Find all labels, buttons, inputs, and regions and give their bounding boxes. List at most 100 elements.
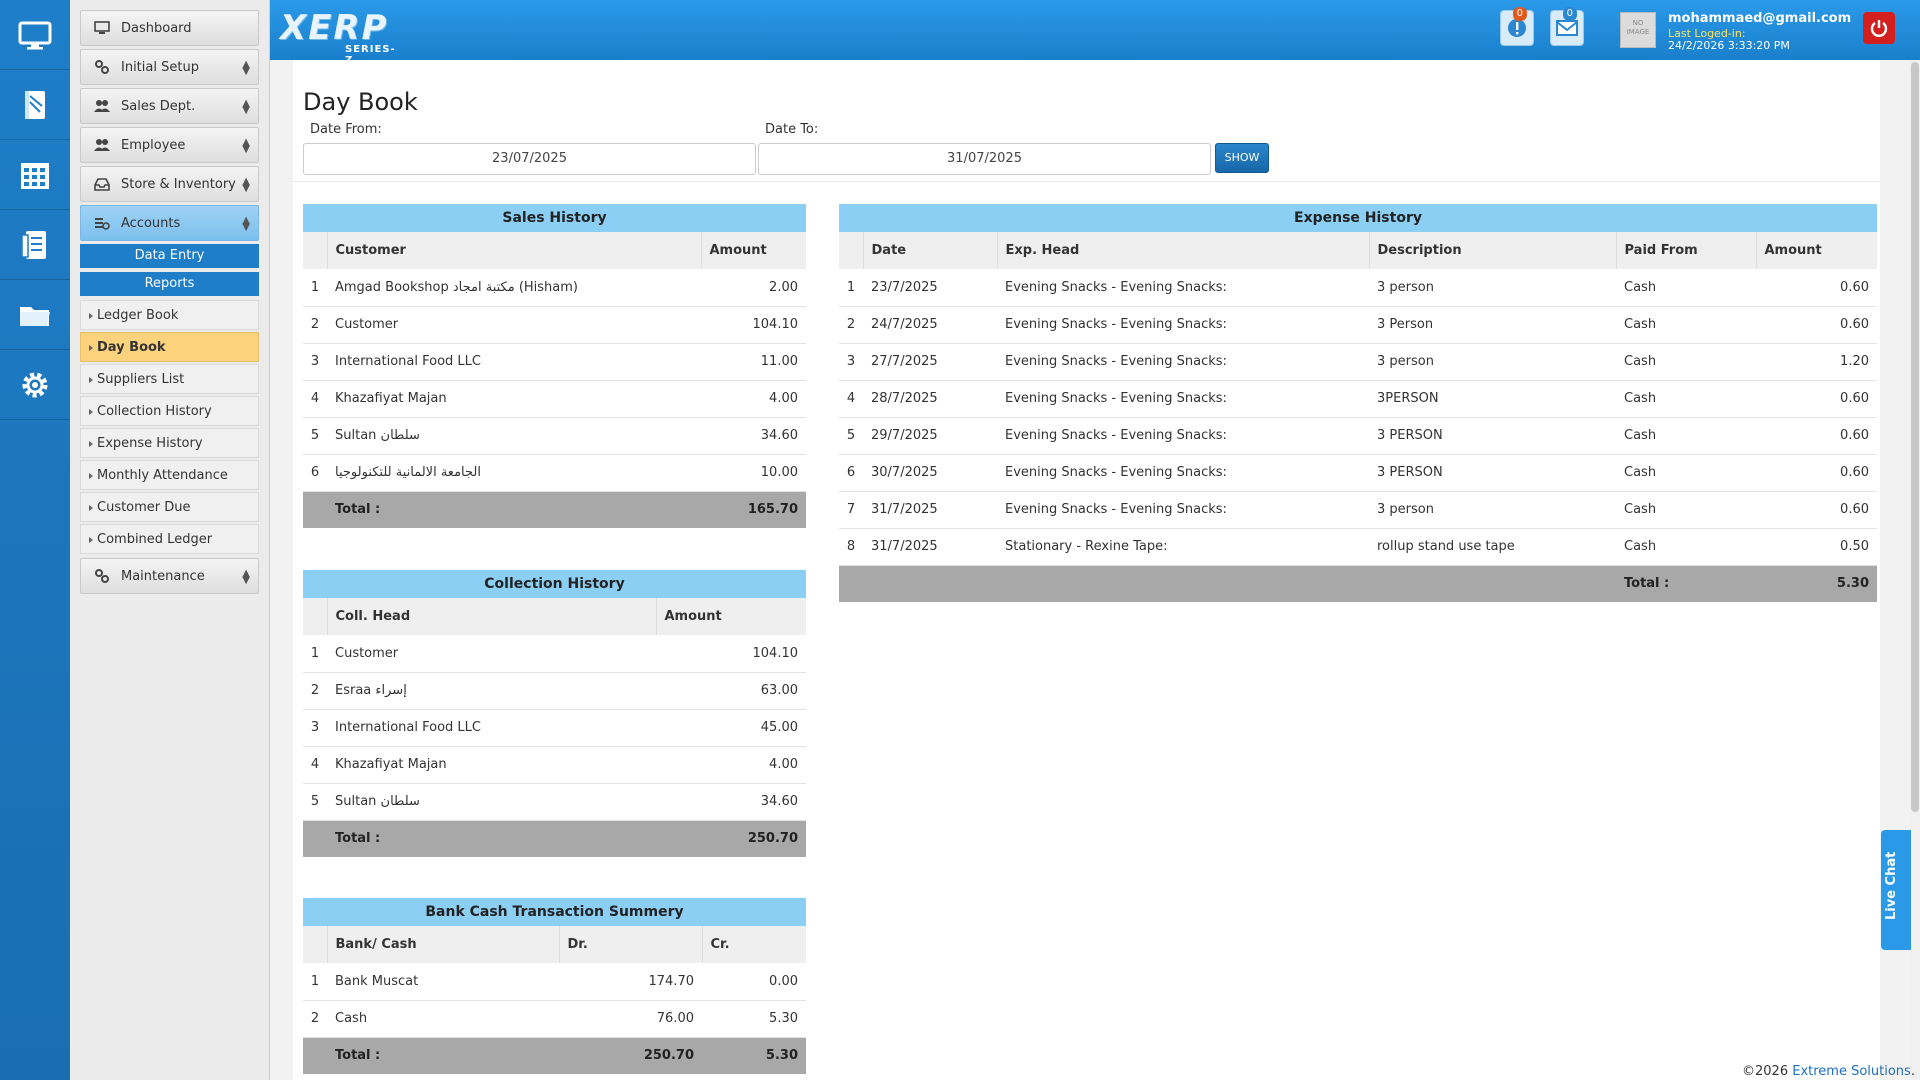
table-row[interactable]: 8 31/7/2025 Stationary - Rexine Tape: rollu… xyxy=(839,528,1877,566)
table-cell: 0.60 xyxy=(1756,417,1877,455)
table-cell xyxy=(839,565,863,602)
power-icon xyxy=(1870,20,1888,37)
sort-caret-icon: ▲ ▼ xyxy=(242,215,250,233)
table-row[interactable]: 2 Customer 104.10 xyxy=(303,306,806,344)
column-header-index xyxy=(303,926,328,963)
table-row[interactable]: 2 Esraa إسراء 63.00 xyxy=(303,672,806,710)
menu-accounts[interactable]: Accounts ▲ ▼ xyxy=(80,205,259,241)
menu-sales-dept[interactable]: Sales Dept. ▲ ▼ xyxy=(80,88,259,124)
table-row[interactable]: 3 International Food LLC 11.00 xyxy=(303,343,806,381)
table-row[interactable]: 2 24/7/2025 Evening Snacks - Evening Snack… xyxy=(839,306,1877,344)
table-row[interactable]: 2 Cash 76.00 5.30 xyxy=(303,1000,806,1038)
table-row[interactable]: 7 31/7/2025 Evening Snacks - Evening Snack… xyxy=(839,491,1877,529)
sort-caret-icon: ▲ ▼ xyxy=(242,568,250,586)
table-cell xyxy=(303,1037,327,1074)
row-index: 6 xyxy=(303,454,327,492)
row-index: 2 xyxy=(303,306,327,344)
menu-employee[interactable]: Employee ▲ ▼ xyxy=(80,127,259,163)
date-from-input[interactable]: 23/07/2025 xyxy=(303,143,756,175)
rail-settings[interactable] xyxy=(0,350,70,420)
table-cell: 31/7/2025 xyxy=(863,491,997,529)
expense-history-title: Expense History xyxy=(839,204,1877,232)
table-row[interactable]: 5 29/7/2025 Evening Snacks - Evening Snack… xyxy=(839,417,1877,455)
submenu-data-entry[interactable]: Data Entry xyxy=(80,244,259,268)
report-item-suppliers-list[interactable]: Suppliers List xyxy=(80,364,259,394)
report-item-monthly-attendance[interactable]: Monthly Attendance xyxy=(80,460,259,490)
report-item-customer-due[interactable]: Customer Due xyxy=(80,492,259,522)
table-row[interactable]: 3 International Food LLC 45.00 xyxy=(303,709,806,747)
report-icon xyxy=(21,230,46,259)
table-cell: 4.00 xyxy=(656,746,806,784)
row-index: 1 xyxy=(303,635,327,673)
menu-label: Maintenance xyxy=(121,568,205,584)
users-icon xyxy=(93,97,111,115)
menu-store-inventory[interactable]: Store & Inventory ▲ ▼ xyxy=(80,166,259,202)
table-row[interactable]: 4 Khazafiyat Majan 4.00 xyxy=(303,380,806,418)
table-row[interactable]: 4 Khazafiyat Majan 4.00 xyxy=(303,746,806,784)
live-chat-label: Live Chat xyxy=(1884,851,1899,920)
inbox-icon xyxy=(93,175,111,193)
sort-caret-icon: ▲ ▼ xyxy=(242,176,250,194)
table-row[interactable]: 1 Customer 104.10 xyxy=(303,635,806,673)
total-label: Total : xyxy=(327,491,701,528)
menu-dashboard[interactable]: Dashboard xyxy=(80,10,259,46)
column-header: Amount xyxy=(701,232,806,269)
table-row[interactable]: 5 Sultan سلطان 34.60 xyxy=(303,417,806,455)
company-link[interactable]: Extreme Solutions xyxy=(1792,1064,1911,1079)
rail-dashboard[interactable] xyxy=(0,0,70,70)
table-cell: Cash xyxy=(327,1000,559,1038)
table-row[interactable]: 1 Amgad Bookshop مكتبة امجاد (Hisham) 2.00 xyxy=(303,269,806,307)
row-index: 4 xyxy=(303,380,327,418)
rail-folder[interactable] xyxy=(0,280,70,350)
monitor-icon xyxy=(93,19,111,37)
row-index: 7 xyxy=(839,491,863,529)
table-row[interactable]: 1 23/7/2025 Evening Snacks - Evening Snack… xyxy=(839,269,1877,307)
logo-text: XERP xyxy=(280,8,389,48)
table-row[interactable]: 6 30/7/2025 Evening Snacks - Evening Snack… xyxy=(839,454,1877,492)
app-logo[interactable]: XERP SERIES-Z xyxy=(280,8,395,66)
report-item-collection-history[interactable]: Collection History xyxy=(80,396,259,426)
show-button[interactable]: SHOW xyxy=(1215,143,1269,173)
rail-report[interactable] xyxy=(0,210,70,280)
table-cell: Evening Snacks - Evening Snacks: xyxy=(997,454,1369,492)
report-item-day-book[interactable]: Day Book xyxy=(80,332,259,362)
messages-button[interactable]: 0 xyxy=(1550,7,1584,46)
folder-icon xyxy=(20,306,50,326)
main-content: Day Book Date From: 23/07/2025 Date To: … xyxy=(293,60,1880,1080)
live-chat-button[interactable]: Live Chat xyxy=(1881,830,1911,950)
date-to-input[interactable]: 31/07/2025 xyxy=(758,143,1211,175)
total-label: Total : xyxy=(327,1037,559,1074)
table-row[interactable]: 6 الجامعة الالمانية للتكنولوجيا 10.00 xyxy=(303,454,806,492)
avatar[interactable]: NO IMAGE xyxy=(1620,12,1656,48)
menu-label: Employee xyxy=(121,137,186,153)
report-item-combined-ledger[interactable]: Combined Ledger xyxy=(80,524,259,554)
menu-maintenance[interactable]: Maintenance ▲ ▼ xyxy=(80,558,259,594)
table-cell: Stationary - Rexine Tape: xyxy=(997,528,1369,566)
last-login-label: Last Loged-in: xyxy=(1668,27,1746,40)
report-item-ledger-book[interactable]: Ledger Book xyxy=(80,300,259,330)
total-row: Total :5.30 xyxy=(839,565,1877,602)
row-index: 2 xyxy=(839,306,863,344)
scrollbar-thumb[interactable] xyxy=(1911,62,1919,812)
logout-button[interactable] xyxy=(1863,12,1895,44)
date-from-label: Date From: xyxy=(310,122,382,137)
total-label: Total : xyxy=(327,820,656,857)
table-row[interactable]: 3 27/7/2025 Evening Snacks - Evening Snack… xyxy=(839,343,1877,381)
menu-label: Sales Dept. xyxy=(121,98,196,114)
table-cell: Evening Snacks - Evening Snacks: xyxy=(997,491,1369,529)
rail-calendar[interactable] xyxy=(0,140,70,210)
table-row[interactable]: 1 Bank Muscat 174.70 0.00 xyxy=(303,963,806,1001)
table-cell: 3PERSON xyxy=(1369,380,1616,418)
notifications-button[interactable]: 0 xyxy=(1500,7,1534,46)
submenu-reports[interactable]: Reports xyxy=(80,272,259,296)
table-row[interactable]: 4 28/7/2025 Evening Snacks - Evening Snack… xyxy=(839,380,1877,418)
total-label: Total : xyxy=(1616,565,1756,602)
table-row[interactable]: 5 Sultan سلطان 34.60 xyxy=(303,783,806,821)
menu-initial-setup[interactable]: Initial Setup ▲ ▼ xyxy=(80,49,259,85)
rail-book[interactable] xyxy=(0,70,70,140)
footer-dot: . xyxy=(1910,1064,1915,1079)
table-cell: 0.60 xyxy=(1756,491,1877,529)
avatar-placeholder-text: NO IMAGE xyxy=(1626,19,1650,36)
report-item-expense-history[interactable]: Expense History xyxy=(80,428,259,458)
row-index: 2 xyxy=(303,672,327,710)
